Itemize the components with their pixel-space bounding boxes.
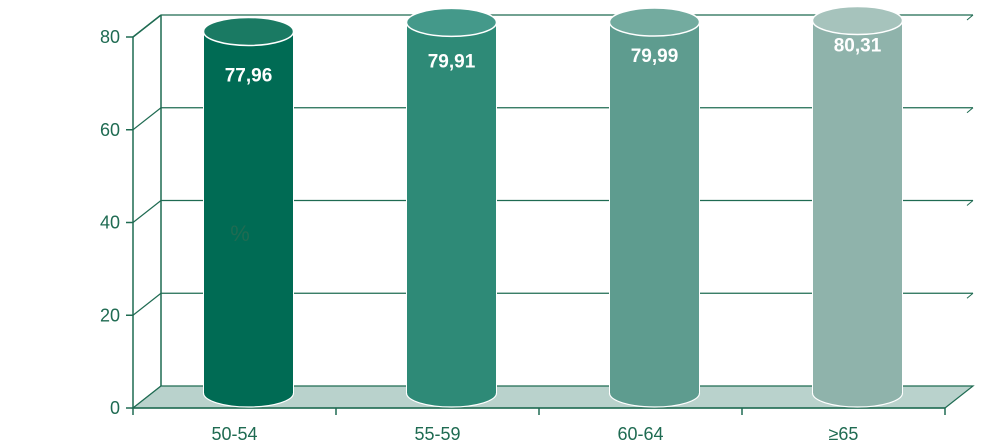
data-label: 77,96 xyxy=(225,65,273,86)
x-tick-label: ≥65 xyxy=(829,424,859,443)
bar: 79,91 xyxy=(407,8,497,407)
x-tick-label: 50-54 xyxy=(211,424,257,443)
y-axis-ticks: 0 20 40 60 80 xyxy=(100,27,133,418)
gridline-depth xyxy=(133,201,161,223)
y-tick-label: 60 xyxy=(100,120,120,140)
bar-body xyxy=(610,22,700,407)
gridline-end xyxy=(967,293,973,298)
gridline-end xyxy=(967,201,973,206)
bar: 80,31 xyxy=(813,7,903,407)
top-left-edge xyxy=(133,15,161,37)
bar-top xyxy=(407,8,497,36)
bar: 79,99 xyxy=(610,8,700,407)
bar-top xyxy=(204,17,294,45)
bar-body xyxy=(813,21,903,407)
x-axis-ticks: 50-54 55-59 60-64 ≥65 xyxy=(133,408,945,443)
gridline-depth xyxy=(133,108,161,130)
bar-body xyxy=(407,22,497,407)
data-label: 79,99 xyxy=(631,46,679,67)
bar: 77,96 xyxy=(204,17,294,407)
y-tick-label: 80 xyxy=(100,27,120,47)
gridline-end xyxy=(967,15,973,20)
bar-body xyxy=(204,31,294,407)
y-axis-label: % xyxy=(230,221,250,246)
y-tick-label: 0 xyxy=(110,398,120,418)
x-tick-label: 55-59 xyxy=(414,424,460,443)
x-tick-label: 60-64 xyxy=(617,424,663,443)
gridline-end xyxy=(967,108,973,113)
bar-top xyxy=(610,8,700,36)
gridline-depth xyxy=(133,293,161,315)
bar-top xyxy=(813,7,903,35)
y-tick-label: 20 xyxy=(100,305,120,325)
data-label: 79,91 xyxy=(428,51,476,72)
data-label: 80,31 xyxy=(834,36,882,57)
y-tick-label: 40 xyxy=(100,213,120,233)
chart-bars: 77,96 79,91 79,99 80,31 xyxy=(204,7,903,407)
